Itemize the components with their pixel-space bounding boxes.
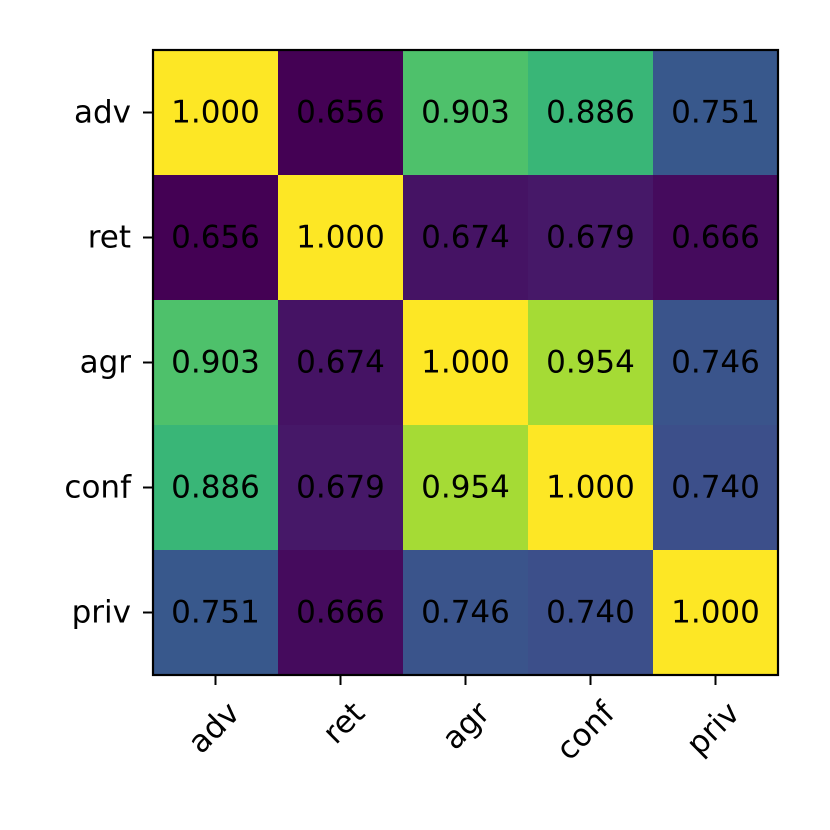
y-axis-ticks: adv ret agr conf priv	[64, 95, 153, 631]
heatmap-cell-agr-ret	[278, 300, 404, 426]
cell-value-label: 0.666	[671, 220, 760, 256]
x-axis-ticks: adv ret agr conf priv	[181, 675, 747, 768]
y-tick-label-adv: adv	[74, 95, 131, 131]
heatmap-cell-ret-conf	[528, 175, 654, 301]
cell-value-label: 0.903	[171, 345, 260, 381]
heatmap-cell-conf-ret	[278, 425, 404, 551]
heatmap-cell-priv-agr	[403, 550, 529, 676]
heatmap-cell-adv-adv	[153, 50, 279, 176]
heatmap-cell-ret-adv	[153, 175, 279, 301]
cell-value-label: 0.740	[546, 595, 635, 631]
cell-value-label: 1.000	[671, 595, 760, 631]
heatmap-cell-priv-adv	[153, 550, 279, 676]
y-tick-label-agr: agr	[80, 345, 132, 381]
cell-value-label: 0.674	[296, 345, 385, 381]
cell-value-label: 1.000	[171, 95, 260, 131]
cell-value-label: 0.886	[546, 95, 635, 131]
heatmap-cell-labels: 1.000 0.656 0.903 0.886 0.751 0.656 1.000 0.674…	[171, 95, 760, 631]
heatmap-cell-priv-conf	[528, 550, 654, 676]
x-tick-label-conf: conf	[549, 694, 622, 767]
heatmap-cell-adv-ret	[278, 50, 404, 176]
cell-value-label: 0.903	[421, 95, 510, 131]
x-tick-label-priv: priv	[680, 695, 747, 762]
heatmap-cell-priv-priv	[653, 550, 779, 676]
heatmap-cell-ret-agr	[403, 175, 529, 301]
heatmap-cell-priv-ret	[278, 550, 404, 676]
heatmap-cell-adv-priv	[653, 50, 779, 176]
heatmap-cell-agr-adv	[153, 300, 279, 426]
cell-value-label: 0.666	[296, 595, 385, 631]
cell-value-label: 1.000	[296, 220, 385, 256]
heatmap-cell-conf-conf	[528, 425, 654, 551]
x-tick-label-ret: ret	[316, 695, 372, 751]
heatmap-cell-adv-conf	[528, 50, 654, 176]
heatmap-cell-agr-priv	[653, 300, 779, 426]
heatmap-cell-agr-agr	[403, 300, 529, 426]
cell-value-label: 0.674	[421, 220, 510, 256]
heatmap-cell-adv-agr	[403, 50, 529, 176]
heatmap-cell-ret-priv	[653, 175, 779, 301]
heatmap-cells	[153, 50, 779, 676]
cell-value-label: 0.656	[171, 220, 260, 256]
cell-value-label: 0.886	[171, 470, 260, 506]
cell-value-label: 0.656	[296, 95, 385, 131]
cell-value-label: 0.751	[671, 95, 760, 131]
heatmap-cell-conf-priv	[653, 425, 779, 551]
cell-value-label: 1.000	[421, 345, 510, 381]
cell-value-label: 0.954	[421, 470, 510, 506]
cell-value-label: 0.746	[671, 345, 760, 381]
cell-value-label: 0.679	[296, 470, 385, 506]
y-tick-label-conf: conf	[64, 470, 132, 506]
heatmap-cell-agr-conf	[528, 300, 654, 426]
heatmap-cell-conf-agr	[403, 425, 529, 551]
cell-value-label: 0.746	[421, 595, 510, 631]
cell-value-label: 0.679	[546, 220, 635, 256]
cell-value-label: 0.751	[171, 595, 260, 631]
heatmap-cell-ret-ret	[278, 175, 404, 301]
y-tick-label-priv: priv	[72, 595, 131, 631]
heatmap-cell-conf-adv	[153, 425, 279, 551]
cell-value-label: 0.954	[546, 345, 635, 381]
y-tick-label-ret: ret	[88, 220, 131, 256]
cell-value-label: 1.000	[546, 470, 635, 506]
x-tick-label-agr: agr	[435, 695, 497, 757]
cell-value-label: 0.740	[671, 470, 760, 506]
x-tick-label-adv: adv	[181, 695, 247, 761]
